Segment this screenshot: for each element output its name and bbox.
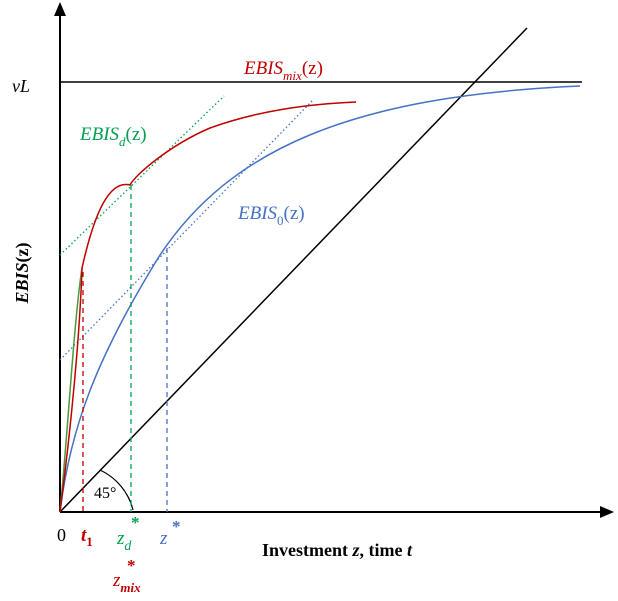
label-ebis-d-arg: (z) <box>126 124 147 145</box>
label-ebis-zero: EBIS0(z) <box>237 203 305 228</box>
label-ebis-d-sub: d <box>119 134 126 149</box>
level-label: νL <box>12 76 30 96</box>
tick-label-zmix: zmix <box>112 570 141 595</box>
curve-ebis-mix <box>59 101 357 513</box>
tick-label-zd: zd <box>116 528 132 554</box>
label-ebis-zero-arg: (z) <box>284 203 305 224</box>
tick-label-t1-base: t <box>81 525 87 546</box>
label-ebis-d-base: EBIS <box>79 124 120 145</box>
angle-label: 45° <box>94 485 116 502</box>
tick-label-zstar-base: z <box>159 528 168 549</box>
tick-label-zmix-base: z <box>112 570 121 591</box>
tick-label-zstar: z <box>159 528 168 549</box>
label-ebis-zero-sub: 0 <box>277 213 284 228</box>
x-axis-label-t: t <box>407 540 413 560</box>
curve-ebis-d <box>59 267 83 513</box>
tick-label-zd-star: * <box>131 513 140 532</box>
y-axis-label-arg: (z) <box>12 242 33 262</box>
label-ebis-mix-arg: (z) <box>302 58 323 79</box>
x-axis-label-prefix: Investment <box>262 540 353 560</box>
x-axis-arrowhead <box>600 506 614 518</box>
label-ebis-d: EBISd(z) <box>79 124 147 149</box>
tick-label-zstar-star: * <box>172 517 181 536</box>
y-axis-label-main: EBIS <box>12 262 32 304</box>
tangent-line-d <box>59 95 225 256</box>
tick-label-zd-base: z <box>116 528 125 549</box>
label-ebis-mix-sub: mix <box>283 68 302 83</box>
x-axis-label-mid: , time <box>360 540 407 560</box>
origin-label: 0 <box>57 525 66 545</box>
x-axis-label-z: z <box>352 540 360 560</box>
forty-five-degree-line <box>59 27 528 513</box>
tick-label-t1: t1 <box>81 525 93 549</box>
label-ebis-zero-base: EBIS <box>237 203 278 224</box>
angle-arc <box>99 469 134 511</box>
label-ebis-mix-base: EBIS <box>243 58 284 79</box>
tick-label-t1-sub: 1 <box>86 534 93 549</box>
label-ebis-mix: EBISmix(z) <box>243 58 323 83</box>
curve-ebis-zero <box>59 85 581 513</box>
tick-label-zmix-sub: mix <box>120 580 141 595</box>
tick-label-zd-sub: d <box>124 539 132 554</box>
x-axis-label: Investment z, time t <box>262 540 413 560</box>
y-axis-label: EBIS(z) <box>12 242 33 304</box>
tangent-line-zero <box>59 98 315 361</box>
tick-label-zmix-star: * <box>127 556 136 575</box>
y-axis-arrowhead <box>54 2 66 16</box>
